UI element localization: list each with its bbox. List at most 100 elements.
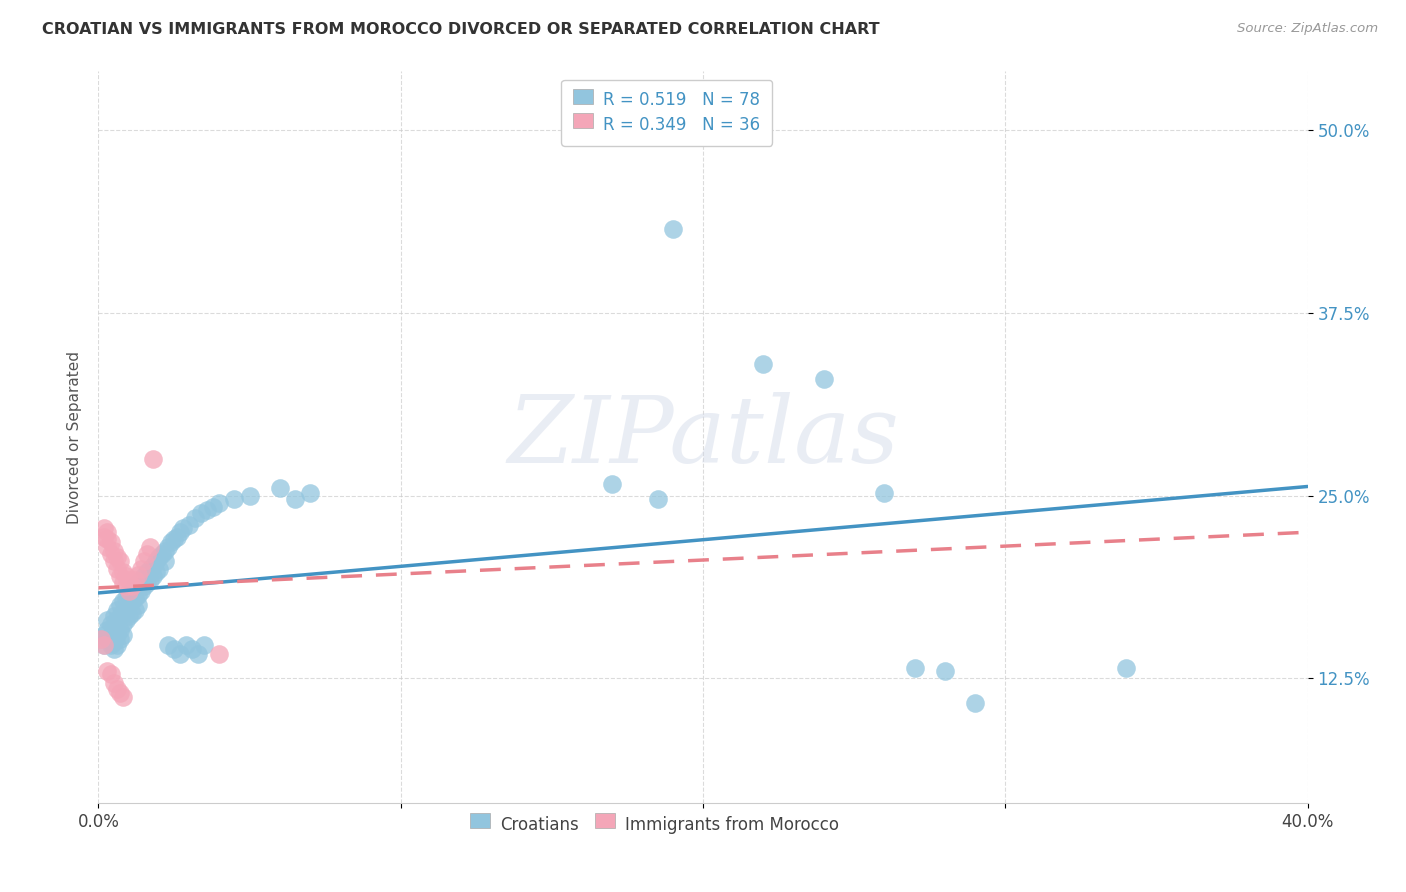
Point [647, 491, 669, 506]
Point [208, 496, 231, 510]
Point [108, 686, 131, 700]
Point [100, 617, 122, 632]
Point [752, 357, 775, 371]
Point [163, 533, 186, 547]
Point [184, 510, 207, 524]
Point [135, 547, 157, 561]
Point [108, 569, 131, 583]
Point [135, 565, 157, 579]
Point [160, 535, 183, 549]
Point [108, 608, 131, 623]
Point [103, 544, 125, 558]
Text: Source: ZipAtlas.com: Source: ZipAtlas.com [1237, 22, 1378, 36]
Point [93, 638, 115, 652]
Point [121, 606, 143, 620]
Point [169, 525, 191, 540]
Point [148, 549, 170, 564]
Point [129, 562, 152, 576]
Point [111, 617, 134, 632]
Point [93, 638, 115, 652]
Point [100, 535, 122, 549]
Point [103, 635, 125, 649]
Point [96, 632, 118, 646]
Point [121, 594, 143, 608]
Point [127, 567, 149, 582]
Point [105, 549, 128, 564]
Point [139, 562, 162, 576]
Text: ZIPatlas: ZIPatlas [508, 392, 898, 482]
Point [965, 696, 987, 710]
Point [96, 664, 118, 678]
Point [103, 620, 125, 634]
Point [813, 371, 835, 385]
Point [108, 599, 131, 613]
Point [96, 613, 118, 627]
Point [142, 452, 165, 467]
Point [202, 500, 225, 515]
Point [103, 676, 125, 690]
Text: CROATIAN VS IMMIGRANTS FROM MOROCCO DIVORCED OR SEPARATED CORRELATION CHART: CROATIAN VS IMMIGRANTS FROM MOROCCO DIVO… [42, 22, 880, 37]
Point [121, 579, 143, 593]
Point [124, 574, 146, 588]
Point [118, 608, 141, 623]
Point [181, 642, 204, 657]
Point [118, 574, 141, 588]
Point [100, 667, 122, 681]
Point [172, 521, 194, 535]
Point [111, 627, 134, 641]
Point [129, 583, 152, 598]
Point [111, 565, 134, 579]
Point [873, 485, 896, 500]
Point [108, 632, 131, 646]
Point [90, 632, 112, 646]
Point [187, 647, 209, 661]
Point [148, 562, 170, 576]
Point [190, 506, 212, 520]
Point [132, 569, 155, 583]
Point [100, 627, 122, 641]
Point [124, 591, 146, 605]
Point [661, 222, 683, 236]
Point [139, 540, 162, 554]
Point [139, 574, 162, 588]
Point [145, 554, 167, 568]
Point [174, 638, 197, 652]
Point [105, 627, 128, 641]
Point [156, 540, 179, 554]
Point [163, 642, 186, 657]
Point [169, 647, 191, 661]
Point [114, 591, 136, 605]
Point [132, 554, 155, 568]
Point [153, 554, 176, 568]
Point [602, 476, 624, 491]
Point [127, 588, 149, 602]
Point [934, 664, 956, 678]
Point [142, 558, 165, 573]
Point [127, 599, 149, 613]
Point [93, 521, 115, 535]
Point [96, 540, 118, 554]
Point [129, 574, 152, 588]
Point [208, 647, 231, 661]
Point [100, 638, 122, 652]
Point [93, 627, 115, 641]
Point [179, 517, 201, 532]
Point [193, 638, 215, 652]
Point [299, 485, 322, 500]
Point [103, 608, 125, 623]
Point [90, 632, 112, 646]
Point [103, 642, 125, 657]
Point [1115, 661, 1137, 675]
Point [111, 606, 134, 620]
Point [114, 569, 136, 583]
Point [118, 599, 141, 613]
Point [195, 503, 218, 517]
Point [118, 583, 141, 598]
Point [135, 576, 157, 591]
Point [108, 623, 131, 637]
Point [105, 638, 128, 652]
Point [114, 603, 136, 617]
Point [103, 554, 125, 568]
Point [105, 603, 128, 617]
Legend: Croatians, Immigrants from Morocco: Croatians, Immigrants from Morocco [458, 805, 851, 846]
